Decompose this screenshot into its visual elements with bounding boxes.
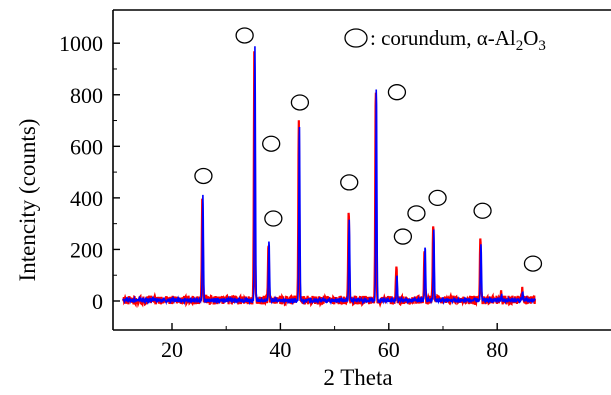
x-tick-label: 60 bbox=[378, 337, 400, 362]
peak-marker-circle bbox=[523, 255, 543, 272]
peak-marker-layer bbox=[194, 27, 543, 272]
legend-label: : corundum, α-Al2O3 bbox=[370, 26, 546, 54]
peak-marker-circle bbox=[393, 228, 413, 245]
peak-marker-circle bbox=[407, 205, 426, 222]
peak-marker-circle bbox=[473, 202, 492, 219]
y-tick-label: 600 bbox=[70, 134, 103, 159]
series-line-red bbox=[122, 51, 537, 309]
y-tick-label: 0 bbox=[92, 289, 103, 314]
y-tick-label: 400 bbox=[70, 186, 103, 211]
x-axis-title: 2 Theta bbox=[323, 365, 392, 390]
axes-layer: 0 200 400 600 800 1000 20 40 60 80 bbox=[59, 9, 611, 362]
peak-marker-circle bbox=[235, 27, 254, 44]
y-axis-title: Intencity (counts) bbox=[15, 119, 40, 282]
peak-marker-circle bbox=[340, 174, 359, 191]
y-tick-label: 800 bbox=[70, 83, 103, 108]
peak-marker-circle bbox=[387, 84, 407, 101]
plot-area bbox=[122, 46, 537, 309]
peak-marker-circle bbox=[194, 167, 213, 185]
peak-marker-circle bbox=[264, 210, 283, 227]
peak-marker-circle bbox=[428, 189, 447, 207]
x-tick-label: 20 bbox=[161, 337, 183, 362]
y-tick-label: 200 bbox=[70, 237, 103, 262]
peak-marker-circle bbox=[262, 135, 281, 152]
peak-marker-circle bbox=[290, 94, 310, 111]
y-tick-label: 1000 bbox=[59, 31, 103, 56]
series-line-blue bbox=[122, 46, 536, 306]
x-tick-label: 40 bbox=[269, 337, 291, 362]
legend-circle-marker bbox=[344, 28, 368, 48]
legend: : corundum, α-Al2O3 bbox=[344, 26, 546, 54]
x-tick-label: 80 bbox=[486, 337, 508, 362]
